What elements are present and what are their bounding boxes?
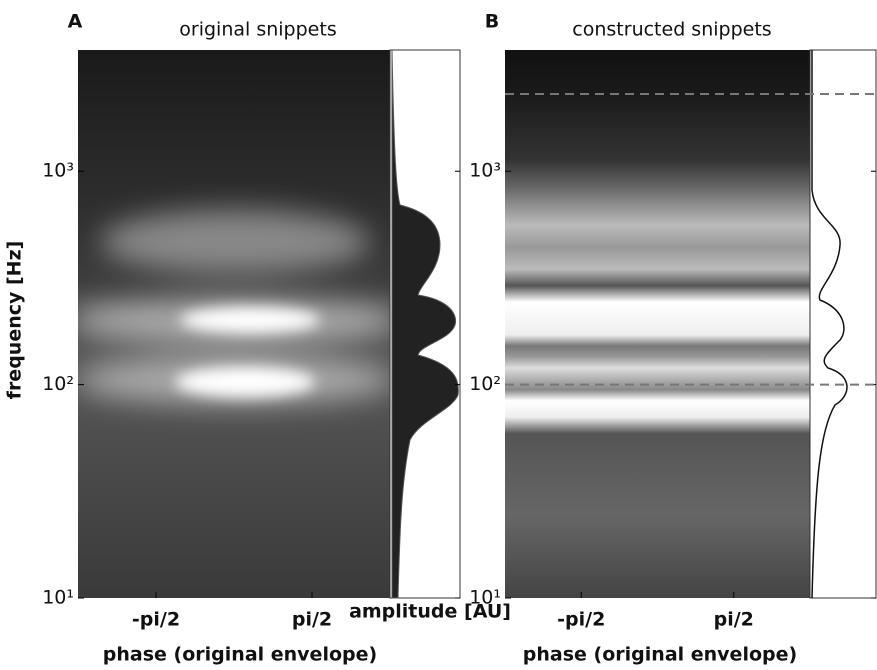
x-axis-label: phase (original envelope) xyxy=(523,644,797,666)
x-tick-label: -pi/2 xyxy=(557,609,605,631)
side-axis-label: amplitude [AU] xyxy=(349,601,511,623)
y-tick-label: 10³ xyxy=(469,160,501,182)
x-axis-label: phase (original envelope) xyxy=(103,644,377,666)
y-tick-label: 10³ xyxy=(42,160,74,182)
panel-label: A xyxy=(68,11,83,33)
y-axis-label: frequency [Hz] xyxy=(4,241,26,400)
y-tick-label: 10² xyxy=(42,373,74,395)
y-tick-label: 10² xyxy=(469,373,501,395)
heatmap-b xyxy=(505,50,810,598)
x-tick-label: -pi/2 xyxy=(132,609,180,631)
y-tick-label: 10¹ xyxy=(469,587,501,609)
x-tick-label: pi/2 xyxy=(714,609,754,631)
heatmap-a xyxy=(78,50,390,598)
panel-title: original snippets xyxy=(179,19,336,41)
panel-title: constructed snippets xyxy=(572,19,771,41)
y-tick-label: 10¹ xyxy=(42,587,74,609)
panel-label: B xyxy=(485,11,499,33)
x-tick-label: pi/2 xyxy=(292,609,332,631)
amplitude-strip-a xyxy=(389,49,461,599)
amplitude-strip-b xyxy=(809,49,877,599)
